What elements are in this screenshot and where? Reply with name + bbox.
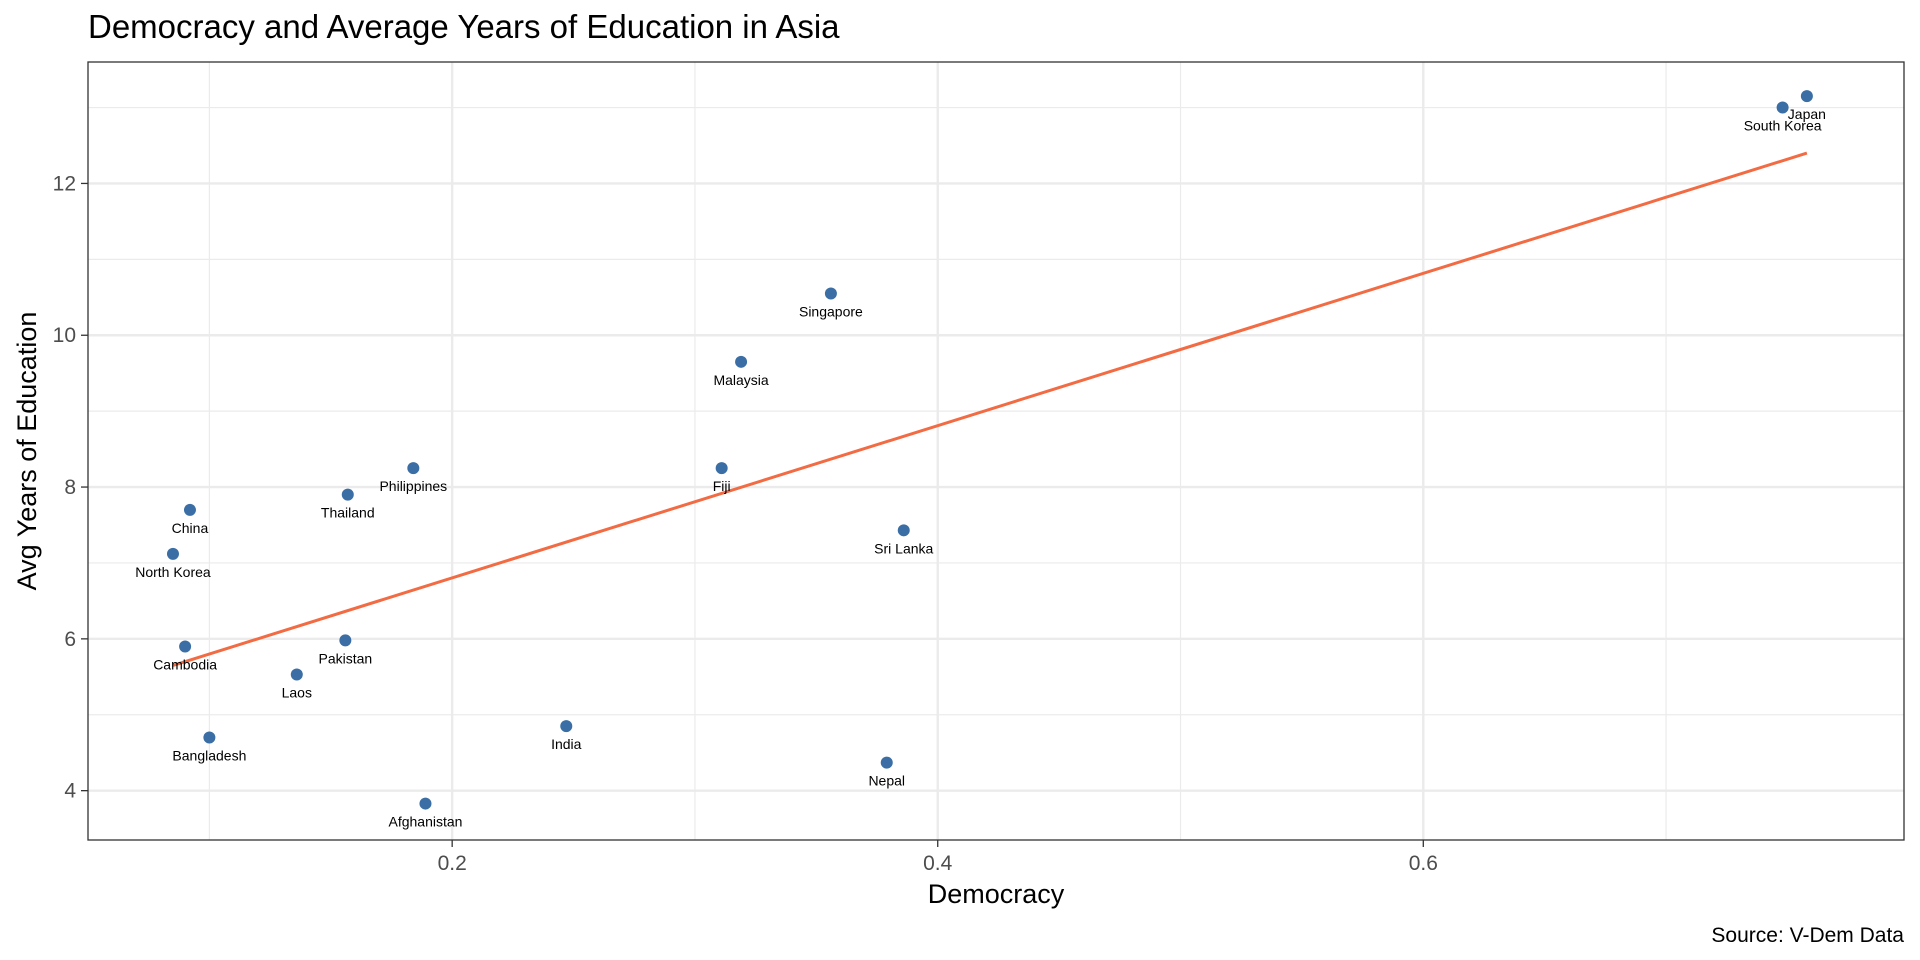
point-label: Bangladesh: [172, 748, 246, 764]
y-tick-label: 8: [64, 476, 76, 499]
point-label: Japan: [1788, 106, 1826, 122]
y-tick-label: 10: [53, 324, 76, 347]
point-label: Philippines: [379, 478, 447, 494]
data-point: [203, 731, 216, 744]
x-tick-label: 0.6: [1409, 852, 1438, 875]
data-point: [339, 634, 352, 647]
point-label: North Korea: [135, 564, 211, 580]
data-point: [715, 462, 728, 475]
point-label: Afghanistan: [388, 814, 462, 830]
point-label: Nepal: [868, 773, 905, 789]
data-point: [560, 720, 573, 733]
y-axis-title: Avg Years of Education: [12, 312, 42, 591]
data-point: [290, 668, 303, 681]
y-axis-ticks: 4 6 8 10 12: [53, 172, 88, 803]
y-tick-label: 4: [64, 780, 76, 803]
y-tick-label: 6: [64, 628, 76, 651]
data-point: [1800, 90, 1813, 103]
data-point: [166, 547, 179, 560]
data-point: [419, 797, 432, 810]
chart-title: Democracy and Average Years of Education…: [88, 8, 840, 45]
grid-lines: [88, 62, 1904, 840]
point-label: Thailand: [321, 505, 375, 521]
source-caption: Source: V-Dem Data: [1711, 924, 1904, 947]
point-label: Malaysia: [713, 372, 768, 388]
trend-line-layer: [172, 151, 1808, 667]
x-tick-label: 0.4: [923, 852, 953, 875]
data-point: [880, 756, 893, 769]
point-label: Cambodia: [153, 656, 217, 672]
point-label: South Korea: [1744, 118, 1822, 134]
data-point: [407, 462, 420, 475]
x-axis-ticks: 0.2 0.4 0.6: [438, 840, 1438, 875]
point-label: Sri Lanka: [874, 540, 933, 556]
data-point: [897, 524, 910, 537]
data-point: [341, 488, 354, 501]
x-axis-title: Democracy: [928, 879, 1065, 909]
data-point: [179, 640, 192, 653]
point-label: Singapore: [799, 304, 863, 320]
data-point: [183, 503, 196, 516]
y-tick-label: 12: [53, 172, 76, 195]
x-tick-label: 0.2: [438, 852, 467, 875]
point-label: Fiji: [713, 478, 731, 494]
point-label: India: [551, 736, 582, 752]
data-point: [824, 287, 837, 300]
panel-border: [87, 61, 1905, 841]
data-point: [1776, 101, 1789, 114]
data-point: [735, 355, 748, 368]
point-label: Laos: [282, 685, 312, 701]
data-points: [166, 90, 1813, 810]
point-label: Pakistan: [318, 650, 372, 666]
point-label: China: [172, 520, 209, 536]
trend-line: [172, 151, 1808, 667]
